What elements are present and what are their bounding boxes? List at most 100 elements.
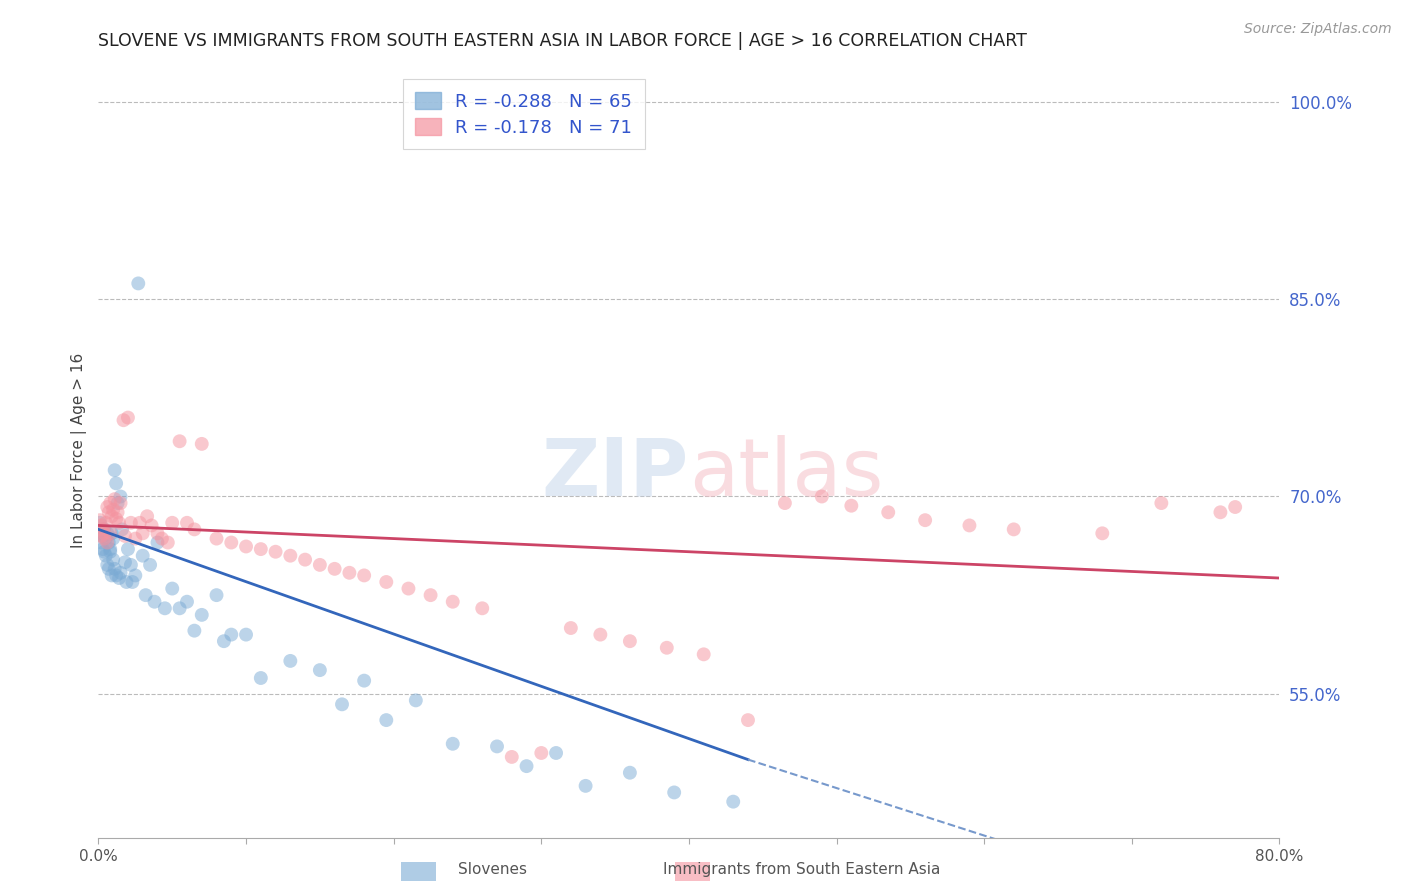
Point <box>127 277 149 291</box>
Point <box>104 562 127 576</box>
Point <box>205 588 228 602</box>
Text: Source: ZipAtlas.com: Source: ZipAtlas.com <box>1244 22 1392 37</box>
Point <box>162 582 183 596</box>
Point <box>959 518 981 533</box>
Point <box>146 535 169 549</box>
Point <box>176 595 198 609</box>
Point <box>441 737 464 751</box>
Point <box>153 601 176 615</box>
Point <box>132 549 155 563</box>
Point <box>90 529 112 543</box>
Point <box>235 540 257 554</box>
Point <box>183 522 205 536</box>
Text: Slovenes: Slovenes <box>457 863 527 877</box>
Point <box>141 518 163 533</box>
Point <box>877 505 900 519</box>
Point <box>1150 496 1173 510</box>
Point <box>91 529 114 543</box>
Point <box>191 607 214 622</box>
Point <box>353 568 375 582</box>
Point <box>98 545 121 559</box>
Point <box>162 516 183 530</box>
Point <box>100 526 122 541</box>
Point <box>114 529 136 543</box>
Point <box>212 634 235 648</box>
Point <box>94 532 117 546</box>
Point <box>664 785 686 799</box>
Y-axis label: In Labor Force | Age > 16: In Labor Force | Age > 16 <box>72 353 87 548</box>
Point <box>294 552 316 566</box>
Point <box>107 505 129 519</box>
Point <box>93 522 115 536</box>
Point <box>441 595 464 609</box>
Point <box>124 532 146 546</box>
Point <box>723 795 745 809</box>
Legend: R = -0.288   N = 65, R = -0.178   N = 71: R = -0.288 N = 65, R = -0.178 N = 71 <box>402 79 644 149</box>
Point <box>110 490 132 504</box>
Point <box>810 490 832 504</box>
Point <box>98 526 121 541</box>
Point <box>90 518 112 533</box>
Point <box>105 476 128 491</box>
Point <box>235 627 257 641</box>
Point <box>560 621 582 635</box>
Point <box>90 535 112 549</box>
Point <box>132 526 155 541</box>
Point <box>516 759 538 773</box>
Point <box>501 750 523 764</box>
Point <box>103 532 125 546</box>
Point <box>120 558 142 572</box>
Point <box>96 526 118 541</box>
Point <box>398 582 420 596</box>
Point <box>89 513 111 527</box>
Point <box>419 588 441 602</box>
Point <box>375 713 398 727</box>
Point <box>105 568 128 582</box>
Point <box>575 779 598 793</box>
Point <box>250 542 273 557</box>
Point <box>353 673 375 688</box>
Point <box>156 535 179 549</box>
Point <box>104 463 127 477</box>
Point <box>309 663 332 677</box>
Point <box>309 558 332 572</box>
Point <box>94 549 117 563</box>
Point <box>117 542 139 557</box>
Point <box>100 509 122 524</box>
Text: Immigrants from South Eastern Asia: Immigrants from South Eastern Asia <box>662 863 941 877</box>
Point <box>98 496 121 510</box>
Point <box>103 502 125 516</box>
Point <box>264 545 287 559</box>
Point <box>96 500 118 514</box>
Point <box>405 693 427 707</box>
Point <box>128 516 150 530</box>
Point <box>97 505 120 519</box>
Point <box>117 410 139 425</box>
Point <box>136 509 159 524</box>
Point <box>143 595 166 609</box>
Point <box>1091 526 1114 541</box>
Point <box>1225 500 1247 514</box>
Point <box>91 522 114 536</box>
Point <box>375 574 398 589</box>
Point <box>183 624 205 638</box>
Point <box>96 558 118 572</box>
Point <box>280 549 302 563</box>
Point <box>530 746 553 760</box>
Point <box>100 568 122 582</box>
Point <box>486 739 509 754</box>
Point <box>221 627 243 641</box>
Point <box>94 516 117 530</box>
Point <box>737 713 759 727</box>
Point <box>114 555 136 569</box>
Point <box>93 526 115 541</box>
Point <box>250 671 273 685</box>
Point <box>330 698 353 712</box>
Point <box>169 601 191 615</box>
Point <box>124 568 146 582</box>
Point <box>89 516 111 530</box>
Point <box>169 434 191 449</box>
Text: SLOVENE VS IMMIGRANTS FROM SOUTH EASTERN ASIA IN LABOR FORCE | AGE > 16 CORRELAT: SLOVENE VS IMMIGRANTS FROM SOUTH EASTERN… <box>98 32 1028 50</box>
Point <box>108 516 131 530</box>
Point <box>914 513 936 527</box>
